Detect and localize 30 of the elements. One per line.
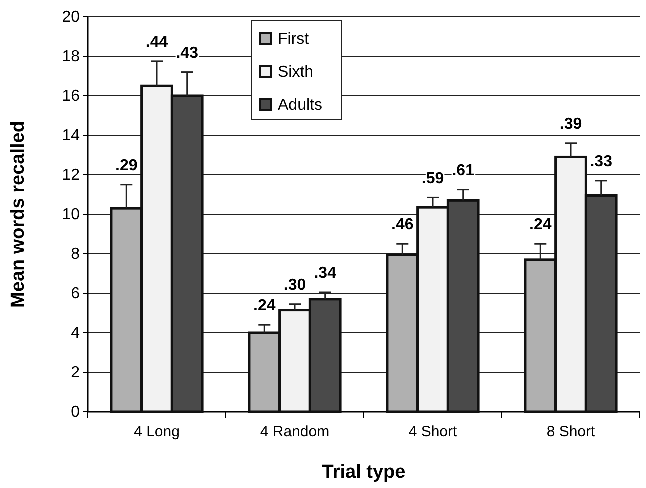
annotation: .59 — [422, 170, 444, 188]
y-tick-label: 4 — [71, 325, 80, 342]
legend-label: Sixth — [278, 64, 314, 81]
x-axis-title: Trial type — [322, 462, 406, 483]
annotation: .24 — [530, 216, 552, 234]
y-tick-label: 12 — [62, 167, 80, 184]
y-axis-title: Mean words recalled — [8, 121, 29, 308]
annotation: .39 — [560, 116, 582, 133]
y-tick-label: 6 — [71, 286, 80, 303]
x-tick-label: 4 Long — [134, 424, 180, 441]
y-tick-label: 10 — [62, 206, 80, 224]
annotation: .34 — [314, 265, 337, 282]
annotation: .33 — [590, 154, 613, 171]
y-tick-label: 2 — [71, 364, 80, 382]
annotation: .24 — [254, 298, 276, 315]
y-tick-label: 16 — [62, 88, 80, 106]
y-tick-label: 8 — [71, 246, 80, 264]
legend-label: Adults — [278, 97, 322, 114]
annotation: .30 — [284, 276, 306, 294]
annotation: .44 — [146, 34, 168, 52]
annotation: .46 — [392, 216, 414, 234]
legend-label: First — [278, 31, 310, 48]
y-tick-label: 0 — [71, 404, 80, 422]
x-tick-label: 8 Short — [546, 424, 596, 441]
y-tick-label: 14 — [62, 128, 80, 145]
annotation: .29 — [116, 157, 138, 174]
x-tick-label: 4 Short — [408, 424, 458, 441]
y-tick-label: 20 — [62, 9, 80, 26]
x-tick-label: 4 Random — [260, 424, 330, 441]
y-tick-label: 18 — [62, 48, 80, 66]
